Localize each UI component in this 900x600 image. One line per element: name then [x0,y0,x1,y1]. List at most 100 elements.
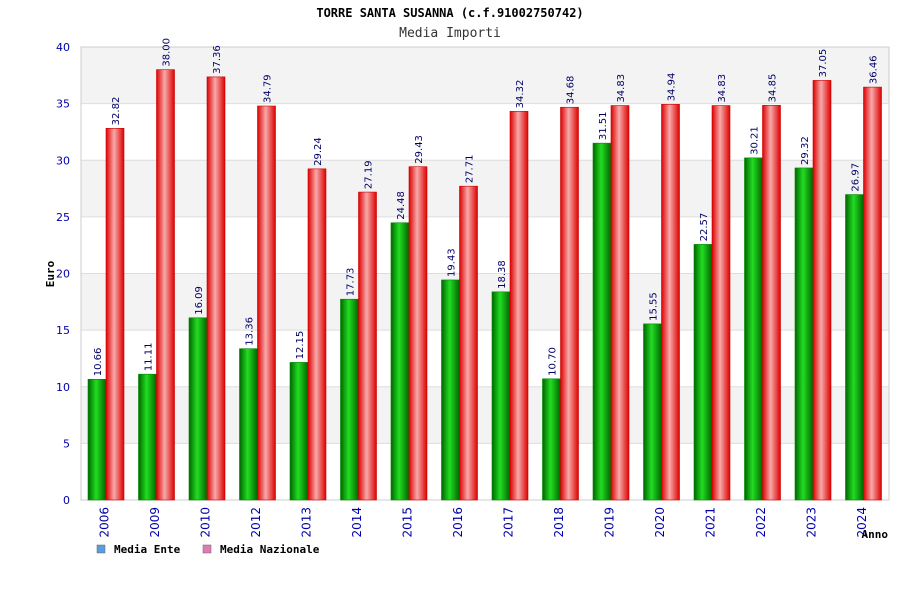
plot-area: 0 5 10 15 20 25 30 35 40 10.66 32.82 2006 11.11 38.00… [56,38,890,538]
data-label-media-nazionale: 34.85 [768,74,779,103]
data-label-media-ente: 16.09 [194,286,205,315]
x-axis-label: Anno [862,528,889,541]
bar-media-nazionale [257,105,276,501]
bar-media-ente [340,298,359,501]
bar-media-ente [87,378,107,501]
data-label-media-nazionale: 29.24 [313,137,324,166]
bar-media-ente [188,317,208,501]
x-tick-label: 2010 [198,507,212,538]
bar-media-nazionale [762,105,781,501]
data-label-media-nazionale: 34.68 [566,76,577,105]
bar-media-ente [138,373,157,501]
bar-media-nazionale [358,191,377,501]
x-tick-label: 2013 [299,507,313,538]
y-tick-label: 10 [56,381,70,394]
bar-media-nazionale [156,69,175,501]
legend-swatch-media-nazionale [202,544,212,554]
x-tick-label: 2021 [703,507,717,538]
x-tick-label: 2009 [148,507,162,538]
bar-media-ente [693,244,713,501]
bar-media-ente [390,222,410,501]
data-label-media-nazionale: 29.43 [414,135,425,164]
data-label-media-nazionale: 34.32 [515,80,526,109]
data-label-media-ente: 13.36 [245,317,256,346]
data-label-media-ente: 15.55 [649,292,660,321]
legend: Media Ente Media Nazionale [96,543,320,556]
data-label-media-nazionale: 27.19 [364,160,375,189]
legend-item-media-ente: Media Ente [96,543,181,556]
data-label-media-ente: 19.43 [447,248,458,277]
data-label-media-ente: 17.73 [346,268,357,297]
plot-border [80,46,890,501]
x-tick-label: 2019 [602,507,616,538]
bar-media-nazionale [459,185,478,501]
legend-label-media-nazionale: Media Nazionale [220,543,320,556]
bar-media-ente [289,362,309,501]
bar-media-nazionale [307,168,327,501]
bar-media-nazionale [812,80,832,501]
data-label-media-ente: 18.38 [497,260,508,289]
bar-media-nazionale [711,105,731,501]
data-label-media-nazionale: 37.36 [212,45,223,74]
y-tick-label: 40 [56,41,70,54]
chart-title: TORRE SANTA SUSANNA (c.f.91002750742) [316,6,583,20]
chart-subtitle: Media Importi [399,26,501,41]
bar-media-ente [643,323,662,501]
x-tick-label: 2020 [653,507,667,538]
y-tick-label: 25 [56,211,70,224]
data-label-media-nazionale: 34.79 [263,74,274,103]
bar-media-nazionale [206,76,226,501]
bar-media-nazionale [560,106,579,501]
bar-media-ente [491,291,511,501]
x-tick-label: 2023 [804,507,818,538]
data-label-media-nazionale: 32.82 [111,97,122,126]
x-tick-label: 2006 [97,507,111,538]
legend-item-media-nazionale: Media Nazionale [202,543,320,556]
data-label-media-ente: 11.11 [144,343,155,372]
data-label-media-nazionale: 37.05 [818,49,829,78]
x-tick-label: 2014 [350,507,364,538]
bar-media-nazionale [863,86,882,501]
data-label-media-ente: 12.15 [295,331,306,360]
x-tick-label: 2012 [249,507,263,538]
bar-media-nazionale [408,166,428,501]
bar-media-ente [542,378,561,501]
data-label-media-ente: 26.97 [851,163,862,192]
data-label-media-nazionale: 34.83 [717,74,728,103]
y-tick-label: 20 [56,268,70,281]
y-tick-label: 5 [63,437,70,450]
data-label-media-ente: 10.70 [548,347,559,376]
y-tick-label: 30 [56,154,70,167]
y-tick-label: 0 [63,494,70,507]
data-label-media-nazionale: 38.00 [162,38,173,67]
bar-media-ente [744,157,763,501]
data-label-media-nazionale: 34.83 [616,74,627,103]
x-tick-label: 2022 [754,507,768,538]
x-tick-label: 2017 [501,507,515,538]
bar-media-ente [239,348,258,501]
data-label-media-ente: 30.21 [750,126,761,155]
x-tick-label: 2024 [855,507,869,538]
bar-media-nazionale [661,104,680,501]
data-label-media-ente: 24.48 [396,191,407,220]
bar-media-nazionale [610,105,630,501]
bar-media-ente [845,194,864,501]
bar-media-nazionale [509,111,529,501]
data-label-media-ente: 22.57 [699,213,710,242]
data-label-media-nazionale: 27.71 [465,155,476,184]
y-axis-label: Euro [44,260,57,287]
bar-media-ente [441,279,460,501]
y-tick-label: 15 [56,324,70,337]
data-label-media-ente: 29.32 [800,136,811,165]
x-tick-label: 2018 [552,507,566,538]
x-tick-label: 2015 [400,507,414,538]
data-label-media-nazionale: 36.46 [869,55,880,84]
legend-swatch-media-ente [96,544,106,554]
bar-media-ente [592,142,612,501]
data-label-media-ente: 10.66 [93,348,104,377]
bar-media-nazionale [105,128,125,501]
bar-media-ente [794,167,814,501]
data-label-media-nazionale: 34.94 [667,73,678,102]
x-tick-label: 2016 [451,507,465,538]
